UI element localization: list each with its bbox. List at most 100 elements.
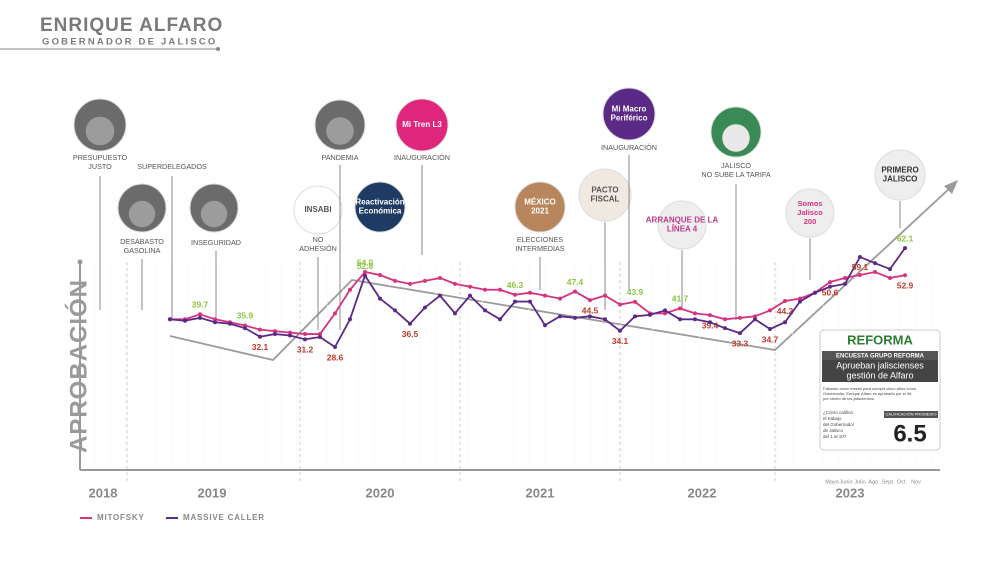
data-point bbox=[183, 318, 187, 323]
data-point bbox=[843, 281, 847, 286]
data-point bbox=[738, 331, 742, 336]
data-point bbox=[363, 273, 367, 278]
event-icon-text: Mi Macro bbox=[612, 105, 647, 114]
year-label: 2019 bbox=[198, 485, 227, 500]
data-point bbox=[348, 317, 352, 322]
data-point bbox=[693, 311, 697, 316]
event-icon bbox=[578, 168, 632, 222]
data-point bbox=[258, 334, 262, 339]
data-label: 46.3 bbox=[507, 280, 524, 290]
subtitle: GOBERNADOR DE JALISCO bbox=[42, 37, 218, 48]
data-label: 35.9 bbox=[237, 311, 254, 321]
trend-line bbox=[169, 187, 951, 361]
data-label: 31.2 bbox=[297, 345, 314, 355]
data-point bbox=[663, 311, 667, 316]
box-headline-bg bbox=[822, 360, 938, 382]
event-icon-text: LÍNEA 4 bbox=[667, 225, 698, 234]
data-point bbox=[588, 298, 592, 303]
event-label: INAUGURACIÓN bbox=[394, 153, 450, 162]
data-point bbox=[753, 314, 757, 319]
data-point bbox=[708, 313, 712, 318]
data-point bbox=[843, 275, 847, 280]
data-point bbox=[378, 272, 382, 277]
data-point bbox=[558, 296, 562, 301]
photo-shade bbox=[128, 200, 156, 228]
data-point bbox=[903, 246, 907, 251]
data-point bbox=[288, 333, 292, 338]
data-point bbox=[213, 317, 217, 322]
data-point bbox=[423, 305, 427, 310]
month-label: Ago. bbox=[868, 479, 880, 485]
data-point bbox=[513, 299, 517, 304]
data-point bbox=[498, 317, 502, 322]
data-point bbox=[573, 315, 577, 320]
data-point bbox=[333, 311, 337, 316]
series-line bbox=[169, 247, 906, 349]
event-icon-text: INSABI bbox=[304, 205, 331, 214]
box-body: Faltando cinco meses para cumplir cinco … bbox=[823, 386, 917, 391]
event-label: PRESUPUESTO bbox=[73, 153, 128, 162]
month-label: Sept. bbox=[882, 479, 895, 485]
data-point bbox=[738, 315, 742, 320]
data-point bbox=[558, 314, 562, 319]
event-icon bbox=[514, 181, 566, 233]
event-label: SUPERDELEGADOS bbox=[137, 162, 207, 171]
month-label: Nov bbox=[911, 479, 921, 485]
month-label: Julio bbox=[854, 479, 865, 485]
y-axis-label: APROBACIÓN bbox=[64, 279, 92, 453]
data-point bbox=[603, 293, 607, 298]
data-point bbox=[198, 312, 202, 317]
data-point bbox=[633, 314, 637, 319]
event-label: ADHESIÓN bbox=[299, 244, 337, 253]
data-point bbox=[363, 270, 367, 275]
data-point bbox=[633, 299, 637, 304]
data-point bbox=[423, 278, 427, 283]
data-point bbox=[318, 332, 322, 337]
data-point bbox=[903, 273, 907, 278]
photo-shade bbox=[85, 116, 115, 146]
data-point bbox=[783, 320, 787, 325]
data-point bbox=[828, 280, 832, 285]
event-label: JALISCO bbox=[721, 161, 751, 170]
data-point bbox=[783, 298, 787, 303]
month-label: Mayo bbox=[825, 479, 838, 485]
data-point bbox=[663, 308, 667, 313]
data-point bbox=[693, 317, 697, 322]
event-label: DESABASTO bbox=[120, 237, 164, 246]
legend-label: MASSIVE CALLER bbox=[183, 513, 265, 522]
year-label: 2022 bbox=[688, 485, 717, 500]
box-kicker-bg bbox=[822, 351, 938, 360]
year-label: 2020 bbox=[366, 485, 395, 500]
photo-shade bbox=[326, 117, 354, 145]
data-label: 32.1 bbox=[252, 342, 269, 352]
data-point bbox=[198, 315, 202, 320]
data-point bbox=[858, 254, 862, 259]
data-point bbox=[273, 332, 277, 337]
data-point bbox=[768, 308, 772, 313]
box-kicker: ENCUESTA GRUPO REFORMA bbox=[836, 354, 925, 360]
data-label: 36.5 bbox=[402, 329, 419, 339]
data-label: 54.0 bbox=[357, 257, 374, 267]
data-point bbox=[483, 308, 487, 313]
data-point bbox=[393, 278, 397, 283]
data-point bbox=[228, 321, 232, 326]
box-score-label-bg bbox=[884, 411, 938, 418]
data-point bbox=[873, 261, 877, 266]
data-point bbox=[618, 302, 622, 307]
data-point bbox=[513, 292, 517, 297]
data-label: 52.9 bbox=[897, 281, 914, 291]
event-icon-text: FISCAL bbox=[591, 195, 620, 204]
data-label: 34.1 bbox=[612, 336, 629, 346]
box-question: del Gobernador bbox=[823, 422, 855, 427]
data-label: 41.7 bbox=[672, 294, 689, 304]
data-point bbox=[468, 293, 472, 298]
data-point bbox=[303, 337, 307, 342]
data-point bbox=[303, 332, 307, 337]
box-body: por ciento de los jaliscienses. bbox=[823, 396, 875, 401]
data-label: 59.1 bbox=[852, 262, 869, 272]
box-question: ¿Cómo califica bbox=[823, 410, 853, 415]
data-point bbox=[573, 289, 577, 294]
month-label: Junio bbox=[839, 479, 852, 485]
